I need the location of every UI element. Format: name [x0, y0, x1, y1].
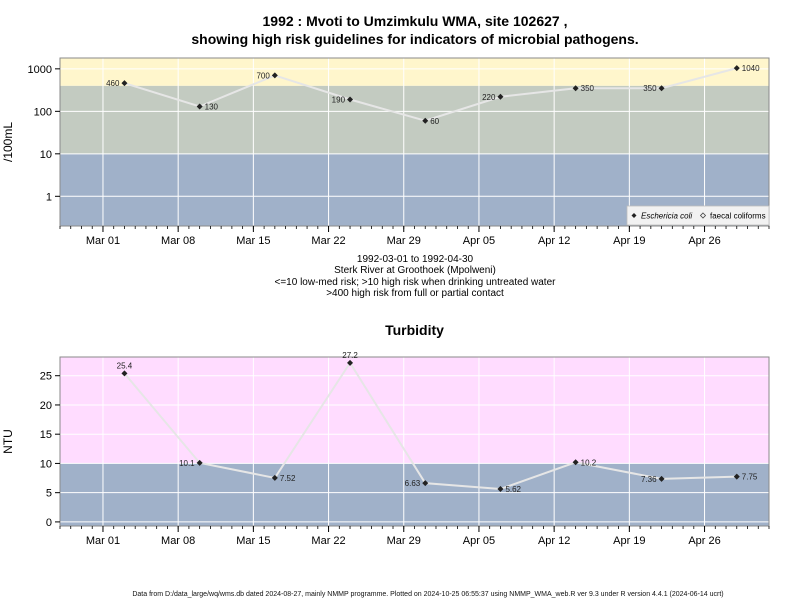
turbidity-data-point-2	[271, 474, 278, 481]
turbidity-data-point-8	[733, 473, 740, 480]
chart-title-line1: 1992 : Mvoti to Umzimkulu WMA, site 1026…	[263, 13, 568, 29]
site-name-text: Sterk River at Groothoek (Mpolweni)	[334, 265, 496, 276]
microbial-data-point-1	[196, 103, 203, 110]
microbial-data-point-8	[733, 65, 740, 72]
guideline-drinking-text: <=10 low-med risk; >10 high risk when dr…	[275, 277, 557, 288]
turbidity-y-axis-label: NTU	[1, 429, 15, 454]
turbidity-risk-band-0	[60, 463, 769, 526]
turbidity-data-label-7: 7.36	[641, 475, 657, 484]
microbial-data-label-1: 130	[205, 102, 219, 111]
microbial-data-point-4	[422, 117, 429, 124]
microbial-xtick-label-7: Apr 19	[613, 235, 645, 247]
microbial-ytick-label-0: 1	[46, 191, 52, 203]
microbial-ytick-label-3: 1000	[28, 64, 52, 76]
microbial-data-label-5: 220	[482, 93, 496, 102]
turbidity-ytick-label-3: 15	[40, 429, 52, 441]
turbidity-data-label-1: 10.1	[179, 459, 195, 468]
microbial-legend-label-1: faecal coliforms	[710, 212, 766, 221]
turbidity-xtick-label-4: Mar 29	[387, 535, 421, 547]
microbial-data-label-4: 60	[430, 117, 439, 126]
microbial-risk-band-2	[60, 58, 769, 86]
microbial-ytick-label-1: 10	[40, 149, 52, 161]
microbial-xtick-label-5: Apr 05	[463, 235, 495, 247]
turbidity-data-point-6	[572, 459, 579, 466]
turbidity-data-point-5	[497, 486, 504, 493]
microbial-data-point-0	[121, 80, 128, 87]
microbial-xtick-label-3: Mar 22	[311, 235, 345, 247]
microbial-xtick-label-1: Mar 08	[161, 235, 195, 247]
turbidity-ytick-label-1: 5	[46, 488, 52, 500]
microbial-xtick-label-2: Mar 15	[236, 235, 270, 247]
microbial-data-point-3	[347, 96, 354, 103]
turbidity-data-label-8: 7.75	[742, 473, 758, 482]
turbidity-xtick-label-1: Mar 08	[161, 535, 195, 547]
microbial-ytick-label-2: 100	[34, 106, 52, 118]
turbidity-data-label-2: 7.52	[280, 474, 296, 483]
microbial-legend-label-0: Eschericia coli	[641, 212, 692, 221]
turbidity-data-label-0: 25.4	[117, 361, 133, 370]
microbial-y-axis-label: /100mL	[1, 122, 15, 162]
turbidity-risk-band-1	[60, 357, 769, 464]
microbial-legend-marker-1	[699, 212, 707, 219]
date-range-text: 1992-03-01 to 1992-04-30	[357, 254, 474, 265]
footer-text: Data from D:/data_large/wq/wms.db dated …	[132, 591, 723, 598]
guideline-contact-text: >400 high risk from full or partial cont…	[326, 288, 504, 299]
turbidity-panel: 0 5 10 15 20 25 Mar 01 Mar 08 Mar 15 Mar 22 Mar 29…	[1, 322, 770, 547]
turbidity-data-point-3	[347, 359, 354, 366]
turbidity-data-point-7	[658, 475, 665, 482]
microbial-data-label-6: 350	[581, 84, 595, 93]
turbidity-panel-title: Turbidity	[385, 322, 444, 338]
microbial-data-label-3: 190	[332, 95, 346, 104]
turbidity-data-label-3: 27.2	[342, 351, 358, 360]
microbial-data-label-7: 350	[643, 84, 657, 93]
microbial-data-point-5	[497, 93, 504, 100]
turbidity-data-label-4: 6.63	[405, 479, 421, 488]
microbial-legend-marker-0	[631, 213, 637, 218]
microbial-data-point-2	[271, 72, 278, 79]
microbial-xtick-label-6: Apr 12	[538, 235, 570, 247]
microbial-data-label-8: 1040	[742, 64, 760, 73]
microbial-legend-box	[626, 205, 770, 226]
turbidity-xtick-label-8: Apr 26	[688, 535, 720, 547]
turbidity-ytick-label-4: 20	[40, 400, 52, 412]
turbidity-xtick-label-7: Apr 19	[613, 535, 645, 547]
turbidity-data-point-1	[196, 459, 203, 466]
turbidity-ytick-label-0: 0	[46, 517, 52, 529]
turbidity-data-label-6: 10.2	[581, 458, 597, 467]
turbidity-xtick-label-6: Apr 12	[538, 535, 570, 547]
microbial-data-point-6	[572, 85, 579, 92]
microbial-data-label-2: 700	[256, 71, 270, 80]
chart-title-line2: showing high risk guidelines for indicat…	[191, 31, 638, 47]
microbial-xtick-label-4: Mar 29	[387, 235, 421, 247]
microbial-data-point-7	[658, 85, 665, 92]
turbidity-data-label-5: 5.62	[505, 485, 521, 494]
turbidity-ytick-label-2: 10	[40, 458, 52, 470]
microbial-data-label-0: 460	[106, 79, 120, 88]
microbial-panel: 1 10 100 1000 Mar 01 Mar 08 Mar 15 Mar 22 Mar 29…	[1, 57, 770, 247]
turbidity-data-point-4	[422, 480, 429, 487]
turbidity-xtick-label-2: Mar 15	[236, 535, 270, 547]
microbial-xtick-label-0: Mar 01	[86, 235, 120, 247]
turbidity-xtick-label-3: Mar 22	[311, 535, 345, 547]
microbial-xtick-label-8: Apr 26	[688, 235, 720, 247]
turbidity-xtick-label-0: Mar 01	[86, 535, 120, 547]
turbidity-data-point-0	[121, 370, 128, 377]
turbidity-xtick-label-5: Apr 05	[463, 535, 495, 547]
turbidity-ytick-label-5: 25	[40, 371, 52, 383]
